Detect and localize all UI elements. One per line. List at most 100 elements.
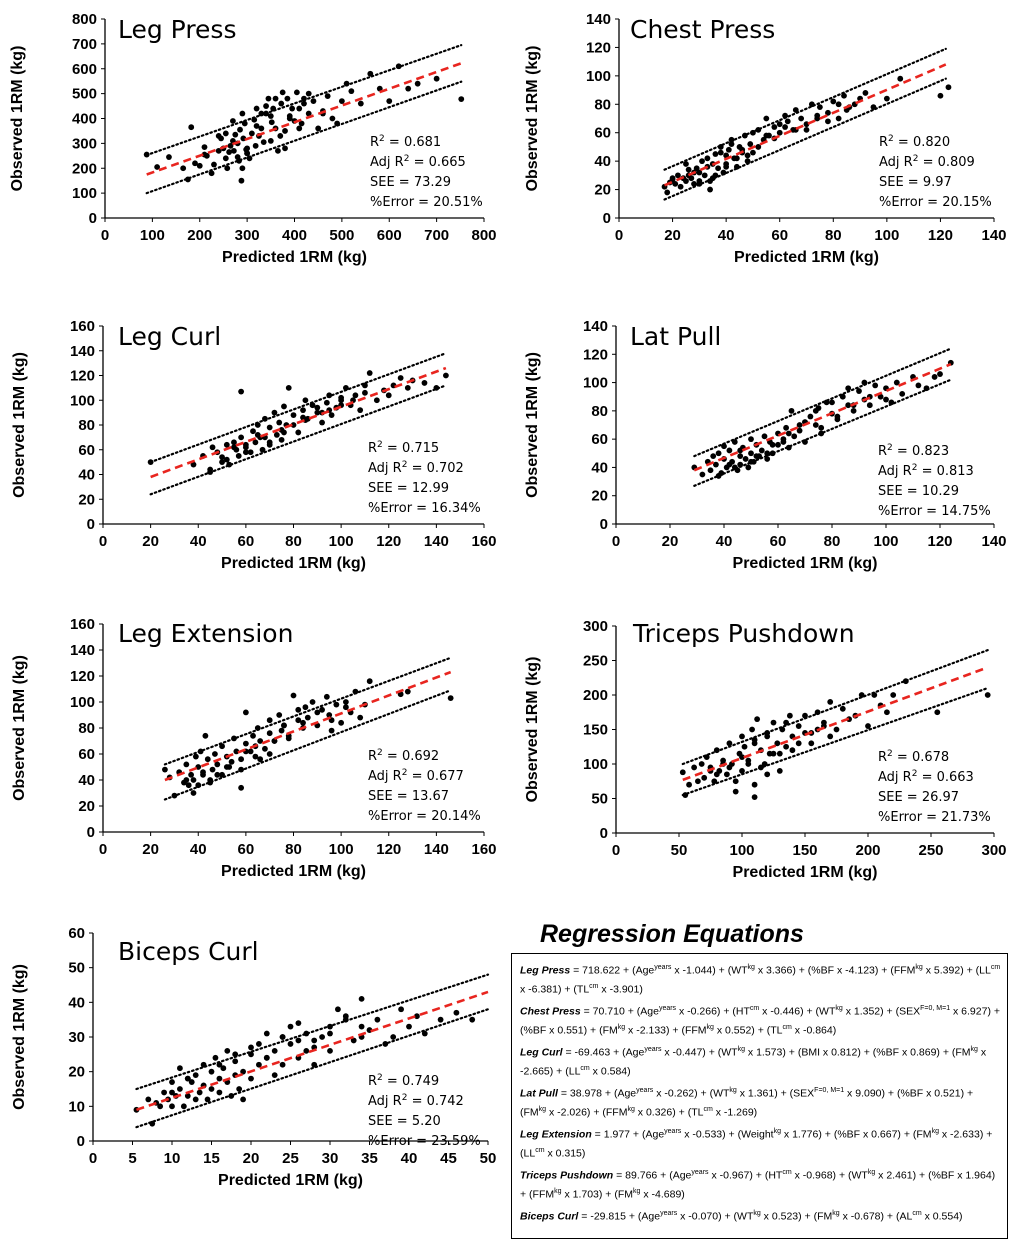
data-point xyxy=(723,163,730,170)
data-point xyxy=(818,424,825,431)
data-point xyxy=(315,125,322,132)
data-point xyxy=(899,390,906,397)
data-point xyxy=(208,1086,215,1092)
data-point xyxy=(776,121,783,128)
data-point xyxy=(877,393,884,400)
y-tick-label: 0 xyxy=(89,210,97,227)
data-point xyxy=(214,761,221,768)
data-point xyxy=(739,733,745,740)
data-point xyxy=(327,1030,333,1037)
stat-error: %Error = 16.34% xyxy=(368,501,481,516)
chart-lat-pull-svg: 0 20 40 60 80 100 120 140 0 20 40 60 80 100 120 140 Pred… xyxy=(524,318,1007,572)
data-point xyxy=(244,145,251,152)
x-axis-label: Predicted 1RM (kg) xyxy=(733,555,878,572)
data-point xyxy=(211,161,217,168)
data-point xyxy=(259,446,266,453)
y-axis-label: Observed 1RM (kg) xyxy=(11,655,28,801)
data-point xyxy=(699,158,705,165)
y-tick-label: 0 xyxy=(87,824,95,841)
chart-triceps-pushdown-svg: 0 50 100 150 200 250 300 0 50 100 150 200 250 300 Pred… xyxy=(524,618,1007,881)
data-point xyxy=(216,1089,223,1096)
data-point xyxy=(748,450,754,457)
data-point xyxy=(241,120,248,127)
regression-fit-line xyxy=(136,990,489,1112)
x-tick-label: 0 xyxy=(612,533,620,550)
data-point xyxy=(761,433,768,440)
data-point xyxy=(302,704,309,711)
upper-bound-line xyxy=(163,656,452,766)
lower-bound-line xyxy=(145,80,463,195)
data-point xyxy=(404,384,411,391)
data-point xyxy=(721,443,727,450)
data-point xyxy=(744,152,751,159)
chart-title: Biceps Curl xyxy=(118,937,259,966)
data-point xyxy=(301,100,307,107)
data-point xyxy=(780,439,787,445)
data-point xyxy=(677,183,684,190)
data-point xyxy=(782,124,788,130)
x-axis-label: Predicted 1RM (kg) xyxy=(218,1172,363,1189)
x-axis-label: Predicted 1RM (kg) xyxy=(222,249,367,266)
data-point xyxy=(190,790,197,796)
data-point xyxy=(376,85,383,92)
y-tick-label: 200 xyxy=(583,687,608,704)
chart-triceps-pushdown: 0 50 100 150 200 250 300 0 50 100 150 200 250 300 Pred… xyxy=(505,610,1010,910)
data-point xyxy=(327,1047,333,1054)
x-tick-label: 60 xyxy=(238,841,255,858)
stat-adj-r2: Adj R2 = 0.813 xyxy=(878,463,974,479)
stat-r2: R2 = 0.692 xyxy=(368,748,439,764)
data-point xyxy=(239,165,246,172)
data-point xyxy=(774,740,781,747)
data-point xyxy=(328,727,335,734)
equations-title: Regression Equations xyxy=(540,920,804,948)
data-point xyxy=(290,422,297,428)
y-tick-label: 160 xyxy=(70,616,95,633)
y-tick-label: 80 xyxy=(594,96,611,113)
chart-biceps-curl: 0 10 20 30 40 50 60 0 5 10 15 20 25 30 35 40 45 50 Predict… xyxy=(0,920,505,1242)
lower-bound-line xyxy=(163,689,452,801)
data-point xyxy=(795,740,802,747)
y-tick-label: 100 xyxy=(583,375,608,392)
data-point xyxy=(693,165,700,172)
stat-adj-r2: Adj R2 = 0.742 xyxy=(368,1093,464,1109)
data-point xyxy=(726,447,733,454)
data-point xyxy=(219,454,225,461)
data-point xyxy=(776,129,783,136)
data-point xyxy=(287,1023,294,1030)
y-tick-label: 300 xyxy=(72,135,97,152)
data-point xyxy=(691,764,698,771)
data-point xyxy=(414,80,421,87)
data-point xyxy=(749,726,755,733)
data-point xyxy=(281,403,287,410)
y-tick-label: 80 xyxy=(78,720,95,737)
y-tick-label: 60 xyxy=(594,125,611,142)
data-point xyxy=(335,1006,341,1013)
data-point xyxy=(701,172,708,179)
data-point xyxy=(277,133,284,139)
data-point xyxy=(397,375,404,381)
data-point xyxy=(302,397,309,404)
y-tick-label: 40 xyxy=(591,459,608,476)
y-tick-label: 120 xyxy=(70,668,95,685)
x-tick-label: 80 xyxy=(825,227,842,244)
lower-bound-line xyxy=(149,384,447,496)
data-point xyxy=(937,92,944,99)
chart-leg-extension-svg: 0 20 40 60 80 100 120 140 160 0 20 40 60 80 100 120 140 1… xyxy=(11,616,497,880)
data-point xyxy=(219,459,225,466)
data-point xyxy=(827,699,834,705)
data-point xyxy=(358,1023,365,1030)
y-tick-label: 80 xyxy=(591,403,608,420)
data-point xyxy=(196,1089,203,1096)
data-point xyxy=(224,165,231,172)
data-point xyxy=(338,394,345,401)
data-point xyxy=(704,155,711,162)
stat-see: SEE = 13.67 xyxy=(368,789,449,804)
data-point xyxy=(271,1047,278,1054)
data-point xyxy=(753,453,760,460)
data-point xyxy=(732,778,739,785)
data-point xyxy=(404,688,411,695)
y-tick-label: 0 xyxy=(603,210,611,227)
data-point xyxy=(323,693,330,700)
x-tick-label: 100 xyxy=(329,841,354,858)
data-point xyxy=(232,1058,239,1065)
